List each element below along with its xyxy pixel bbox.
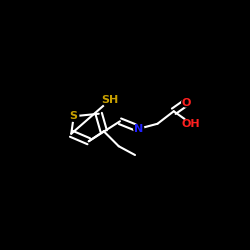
Circle shape [184,117,198,131]
Circle shape [102,92,118,108]
Circle shape [182,98,191,107]
Circle shape [69,111,79,121]
Text: O: O [182,98,191,108]
Text: OH: OH [182,119,201,129]
Text: N: N [134,124,143,134]
Text: SH: SH [102,95,119,105]
Circle shape [134,124,144,134]
Text: S: S [70,111,78,121]
